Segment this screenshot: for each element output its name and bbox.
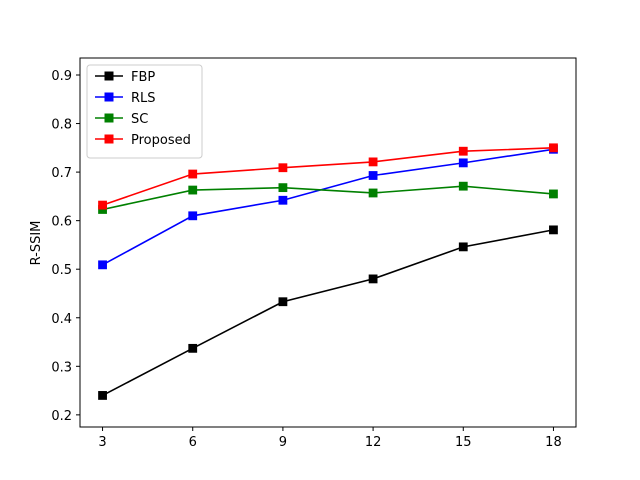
y-tick-label: 0.6 [51,215,72,230]
data-point-proposed-18 [549,143,558,153]
data-point-rls-6 [188,211,198,221]
y-axis: 0.2 0.3 0.4 0.5 0.6 0.7 0.8 0.9 [51,69,80,424]
x-tick-label: 18 [545,435,562,450]
data-point-sc-9 [278,183,288,193]
x-tick-label: 15 [455,435,472,450]
legend-label-sc: SC [131,112,148,127]
data-point-proposed-6 [188,169,198,179]
y-tick-label: 0.9 [51,69,72,84]
legend-entry-fbp: FBP [95,70,155,85]
data-point-proposed-3 [98,200,107,210]
data-point-fbp-6 [188,343,198,353]
legend-entry-proposed: Proposed [95,133,191,148]
series-proposed [98,143,558,210]
data-point-fbp-15 [458,242,468,252]
data-point-proposed-9 [278,163,288,173]
x-tick-label: 3 [98,435,106,450]
y-tick-label: 0.7 [51,166,72,181]
data-point-fbp-12 [368,274,378,284]
data-point-sc-15 [458,181,468,191]
x-axis: 3 6 9 12 15 18 [98,427,562,450]
legend-marker-rls [104,92,114,102]
data-point-sc-18 [549,189,558,199]
legend-marker-fbp [104,71,114,81]
data-point-proposed-12 [368,157,378,167]
legend: FBP RLS SC Proposed [86,64,203,159]
legend-entry-rls: RLS [95,91,156,106]
legend-entry-sc: SC [95,112,148,127]
data-point-rls-3 [98,260,107,270]
series-line-fbp [102,229,554,397]
series-line-sc [102,185,554,211]
data-point-rls-15 [458,158,468,168]
series-fbp [98,225,558,400]
y-axis-label: R-SSIM [29,221,44,266]
series-line-proposed [102,147,554,206]
y-tick-label: 0.4 [51,312,72,327]
legend-box [86,64,203,159]
y-tick-label: 0.2 [51,409,72,424]
data-point-fbp-3 [98,391,107,400]
legend-label-fbp: FBP [131,70,155,85]
x-tick-label: 9 [279,435,287,450]
data-point-rls-12 [368,171,378,180]
axes: 3 6 9 12 15 18 0.2 0.3 0.4 0.5 0.6 0.7 0.8 0.9 [51,57,577,450]
axes-frame [79,57,577,428]
y-tick-label: 0.3 [51,360,72,375]
data-point-sc-6 [188,185,198,195]
y-tick-label: 0.5 [51,263,72,278]
legend-label-rls: RLS [131,91,156,106]
legend-label-proposed: Proposed [131,133,191,148]
plot-area [98,143,558,400]
data-point-fbp-18 [549,225,558,235]
data-point-proposed-15 [458,146,468,156]
x-tick-label: 12 [365,435,382,450]
y-tick-label: 0.8 [51,118,72,133]
legend-marker-proposed [104,134,114,144]
data-point-rls-9 [278,195,288,205]
data-point-sc-12 [368,188,378,198]
legend-marker-sc [104,113,114,123]
data-point-fbp-9 [278,297,288,307]
x-tick-label: 6 [189,435,197,450]
series-line-rls [102,148,554,266]
